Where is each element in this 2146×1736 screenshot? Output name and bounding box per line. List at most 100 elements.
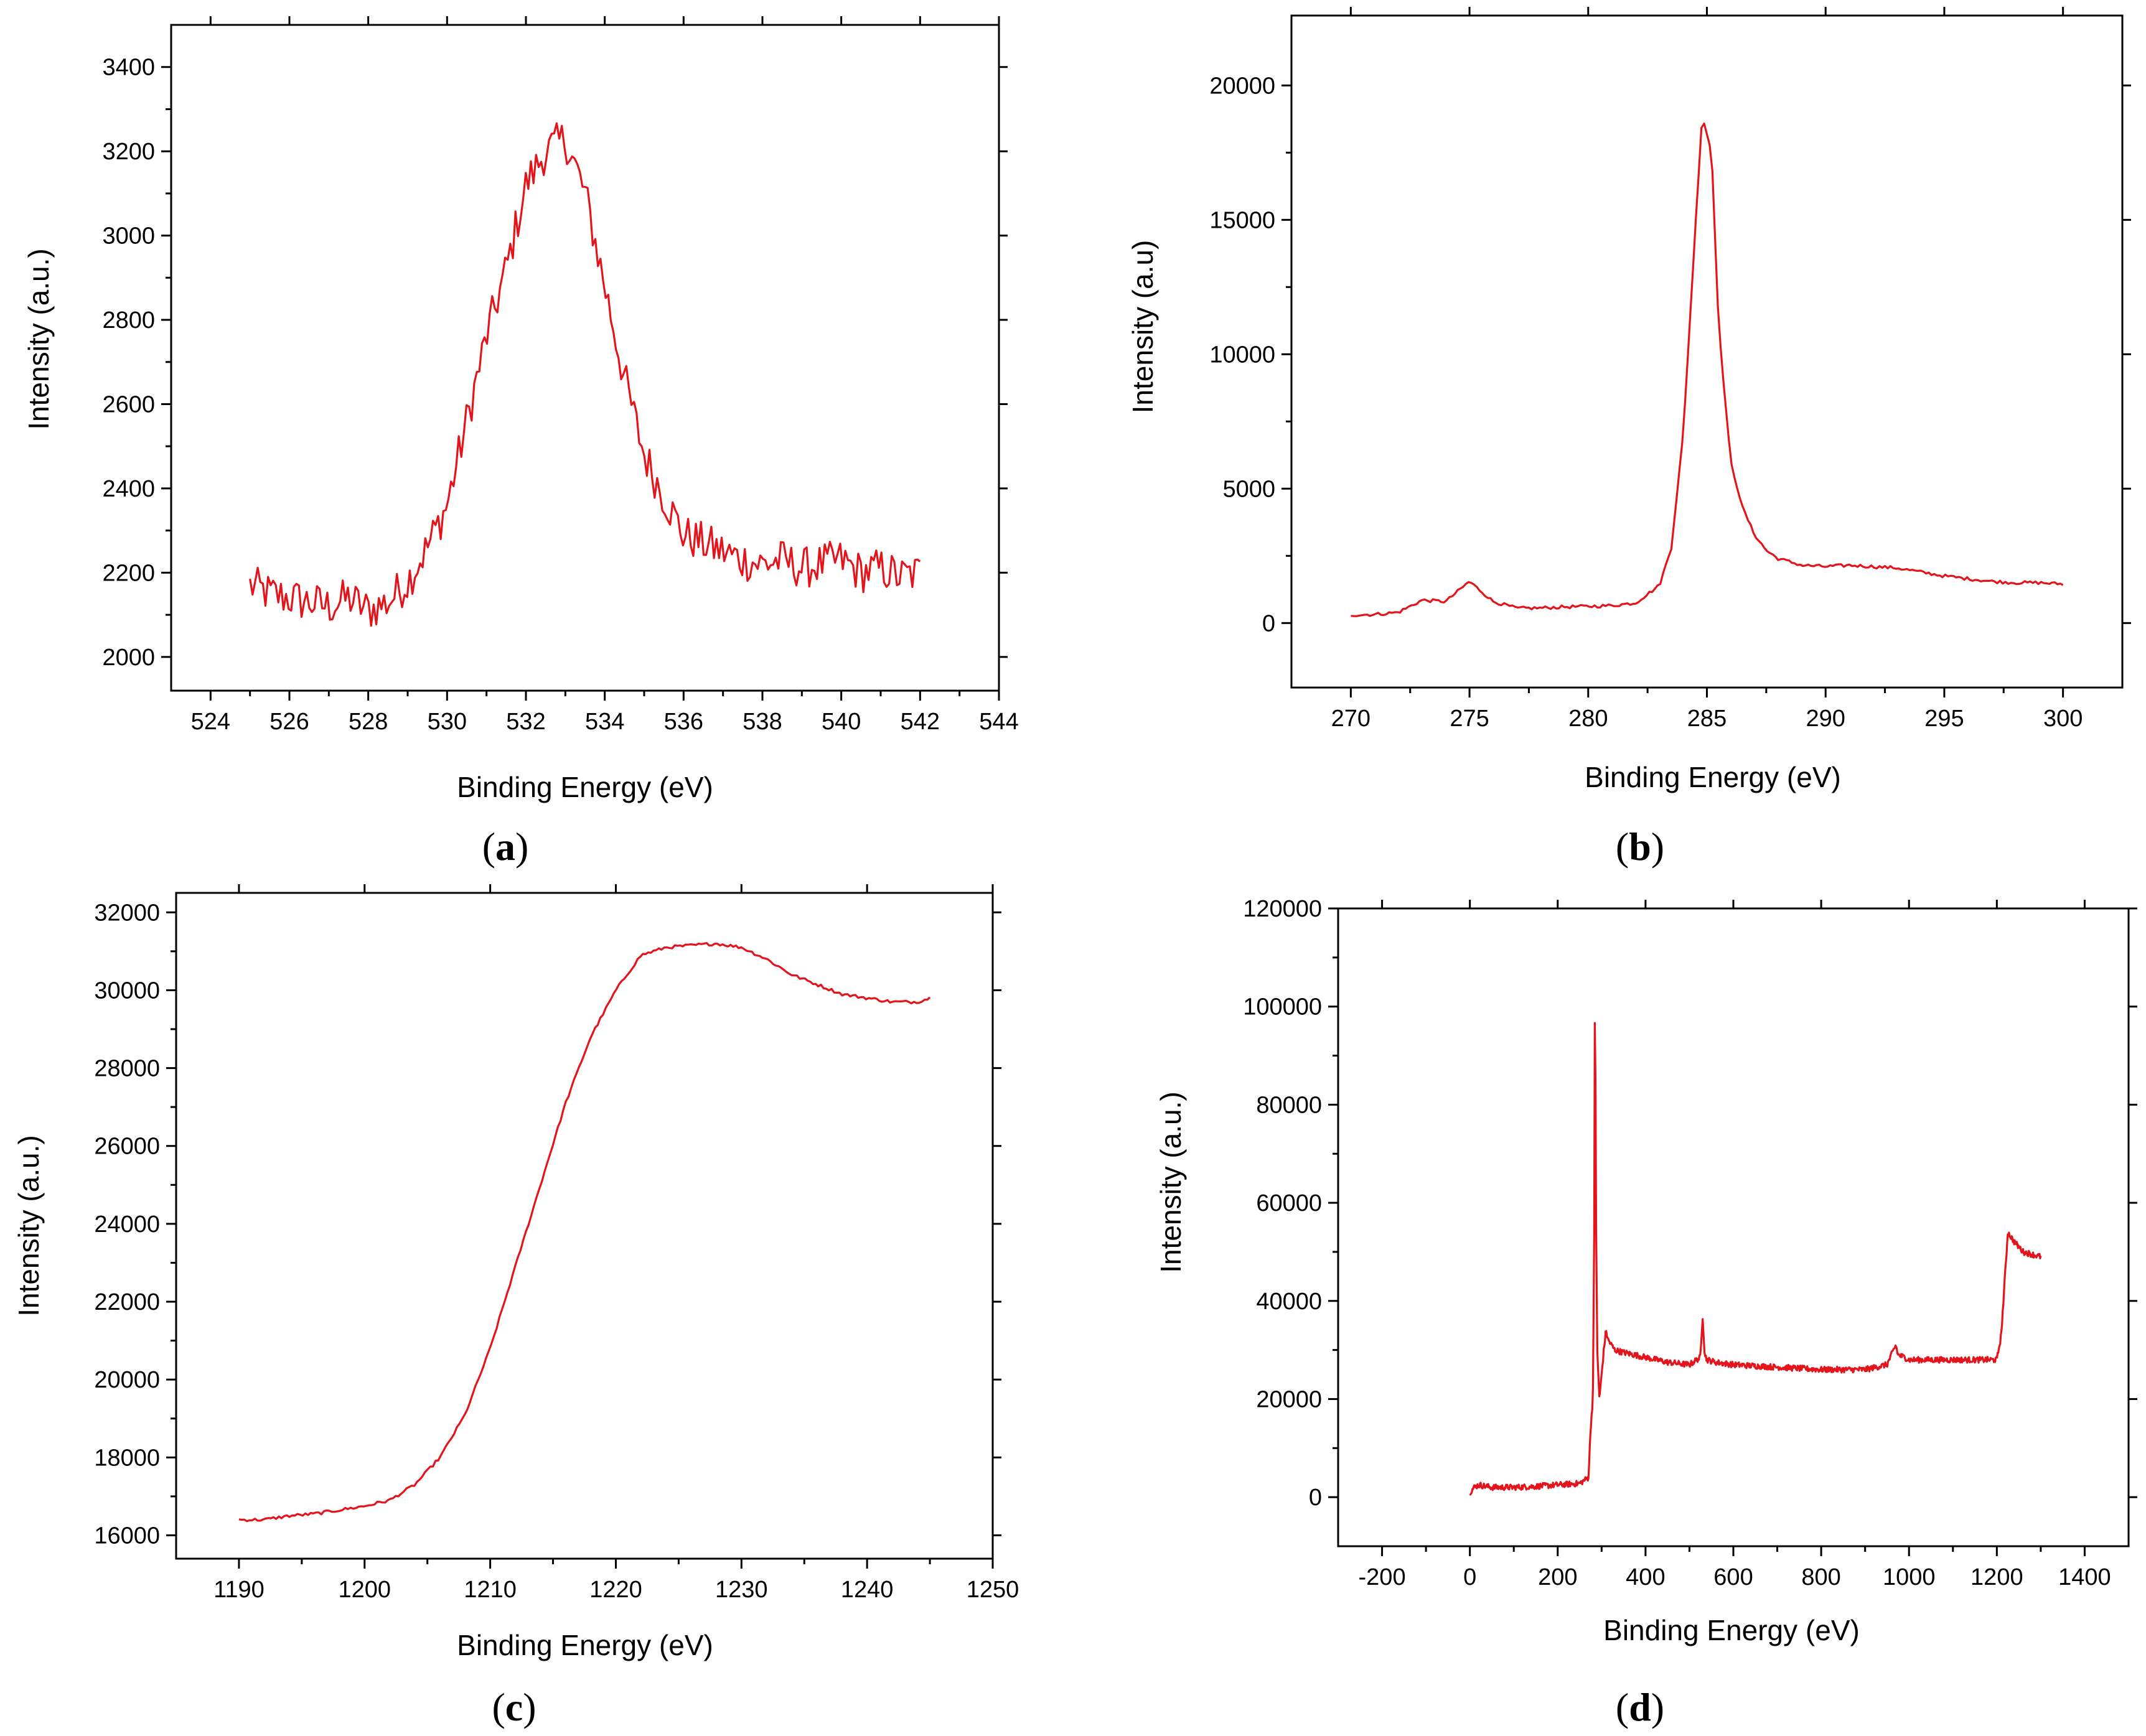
x-tick-label: 1400 xyxy=(2058,1564,2111,1590)
y-tick-label: 20000 xyxy=(1209,73,1275,99)
y-tick-label: 10000 xyxy=(1209,342,1275,368)
panel-a-x-axis-title: Binding Energy (eV) xyxy=(457,771,713,803)
x-tick-label: 1240 xyxy=(841,1577,894,1603)
y-tick-label: 0 xyxy=(1262,610,1275,637)
panel-b-series-line xyxy=(1351,123,2064,617)
y-tick-label: 22000 xyxy=(94,1289,160,1315)
panel-a-axes xyxy=(170,24,1000,692)
panel-c-yticks: 16000 18000 20000 22000 24000 26000 28000 30000… xyxy=(94,900,1001,1549)
x-tick-label: 275 xyxy=(1450,706,1489,732)
x-tick-label: 285 xyxy=(1687,706,1727,732)
y-tick-label: 60000 xyxy=(1256,1190,1322,1216)
y-tick-label: 15000 xyxy=(1209,207,1275,233)
x-tick-label: 800 xyxy=(1801,1564,1840,1590)
panel-c-frame xyxy=(175,892,994,1560)
x-tick-label: 526 xyxy=(269,709,309,735)
panel-d-yticks: 0 20000 40000 60000 80000 100000 120000 xyxy=(1243,896,2137,1511)
y-tick-label: 28000 xyxy=(94,1056,160,1082)
x-tick-label: 1000 xyxy=(1883,1564,1936,1590)
y-tick-label: 2200 xyxy=(102,560,155,586)
panel-d: -200 0 200 400 600 800 1000 1200 1400 0 20000 4000… xyxy=(1155,896,2137,1729)
panel-c-xticks: 1190 1200 1210 1220 1230 1240 1250 xyxy=(213,884,1019,1603)
panel-d-frame xyxy=(1337,907,2130,1547)
panel-b-caption: (b) xyxy=(1616,824,1664,869)
panel-c-caption: (c) xyxy=(492,1685,536,1729)
panel-d-xticks: -200 0 200 400 600 800 1000 1200 1400 xyxy=(1359,900,2111,1590)
panel-d-axes xyxy=(1337,907,2130,1547)
y-tick-label: 2600 xyxy=(102,391,155,418)
panel-b-x-axis-title: Binding Energy (eV) xyxy=(1585,761,1841,793)
y-tick-label: 40000 xyxy=(1256,1289,1322,1315)
panel-b-y-axis-title: Intensity (a.u) xyxy=(1127,240,1159,414)
y-tick-label: 0 xyxy=(1309,1485,1322,1511)
x-tick-label: 528 xyxy=(349,709,388,735)
panel-b-frame xyxy=(1290,14,2124,689)
panel-a-yticks: 2000 2200 2400 2600 2800 3000 3200 3400 xyxy=(102,55,1008,671)
y-tick-label: 2000 xyxy=(102,645,155,671)
panel-d-series-line xyxy=(1469,1022,2042,1496)
panel-b-xticks: 270 275 280 285 290 295 300 xyxy=(1331,7,2083,732)
panel-c-x-axis-title: Binding Energy (eV) xyxy=(457,1629,713,1661)
x-tick-label: 270 xyxy=(1331,706,1371,732)
x-tick-label: -200 xyxy=(1359,1564,1406,1590)
panel-d-y-axis-title: Intensity (a.u.) xyxy=(1155,1091,1187,1272)
panel-a-frame xyxy=(170,24,1000,692)
y-tick-label: 5000 xyxy=(1222,476,1275,502)
x-tick-label: 542 xyxy=(901,709,940,735)
panel-c-y-axis-title: Intensity (a.u.) xyxy=(12,1135,45,1316)
y-tick-label: 18000 xyxy=(94,1445,160,1471)
x-tick-label: 295 xyxy=(1924,706,1964,732)
x-tick-label: 1200 xyxy=(338,1577,391,1603)
y-tick-label: 100000 xyxy=(1243,994,1322,1020)
x-tick-label: 280 xyxy=(1568,706,1608,732)
panel-c-axes xyxy=(175,892,994,1560)
panel-a-caption: (a) xyxy=(482,824,529,869)
y-tick-label: 26000 xyxy=(94,1134,160,1160)
panel-c-series-line xyxy=(238,942,931,1523)
x-tick-label: 536 xyxy=(664,709,703,735)
x-tick-label: 534 xyxy=(585,709,624,735)
panel-b-yticks: 0 5000 10000 15000 20000 xyxy=(1209,73,2131,637)
panel-d-x-axis-title: Binding Energy (eV) xyxy=(1603,1614,1860,1646)
panel-c: 1190 1200 1210 1220 1230 1240 1250 16000 18000 2… xyxy=(12,884,1019,1729)
x-tick-label: 540 xyxy=(822,709,861,735)
y-tick-label: 3400 xyxy=(102,55,155,81)
y-tick-label: 2800 xyxy=(102,307,155,334)
panel-a-series-line xyxy=(249,122,921,627)
y-tick-label: 24000 xyxy=(94,1211,160,1238)
y-tick-label: 3000 xyxy=(102,223,155,250)
x-tick-label: 1220 xyxy=(589,1577,642,1603)
panel-b: 270 275 280 285 290 295 300 0 5000 10000 15000 200… xyxy=(1127,7,2131,869)
x-tick-label: 524 xyxy=(191,709,230,735)
y-tick-label: 32000 xyxy=(94,900,160,926)
panel-a: 524 526 528 530 532 534 536 538 540 542 544 2000 22… xyxy=(22,16,1019,869)
y-tick-label: 20000 xyxy=(94,1367,160,1393)
y-tick-label: 20000 xyxy=(1256,1386,1322,1412)
y-tick-label: 120000 xyxy=(1243,896,1322,922)
y-tick-label: 2400 xyxy=(102,476,155,502)
x-tick-label: 1210 xyxy=(464,1577,517,1603)
x-tick-label: 1200 xyxy=(1970,1564,2023,1590)
x-tick-label: 532 xyxy=(506,709,545,735)
panel-a-y-axis-title: Intensity (a.u.) xyxy=(22,248,55,429)
x-tick-label: 1250 xyxy=(967,1577,1019,1603)
x-tick-label: 300 xyxy=(2043,706,2083,732)
y-tick-label: 3200 xyxy=(102,139,155,165)
x-tick-label: 530 xyxy=(428,709,467,735)
x-tick-label: 1230 xyxy=(715,1577,768,1603)
y-tick-label: 80000 xyxy=(1256,1092,1322,1118)
x-tick-label: 600 xyxy=(1713,1564,1753,1590)
panel-a-xticks: 524 526 528 530 532 534 536 538 540 542 544 xyxy=(191,16,1019,735)
y-tick-label: 30000 xyxy=(94,978,160,1004)
y-tick-label: 16000 xyxy=(94,1523,160,1549)
x-tick-label: 544 xyxy=(979,709,1018,735)
panel-d-caption: (d) xyxy=(1616,1685,1664,1729)
x-tick-label: 200 xyxy=(1538,1564,1577,1590)
x-tick-label: 400 xyxy=(1626,1564,1665,1590)
x-tick-label: 1190 xyxy=(213,1577,265,1603)
x-tick-label: 290 xyxy=(1806,706,1845,732)
panel-b-axes xyxy=(1290,14,2124,689)
x-tick-label: 538 xyxy=(743,709,782,735)
x-tick-label: 0 xyxy=(1463,1564,1476,1590)
